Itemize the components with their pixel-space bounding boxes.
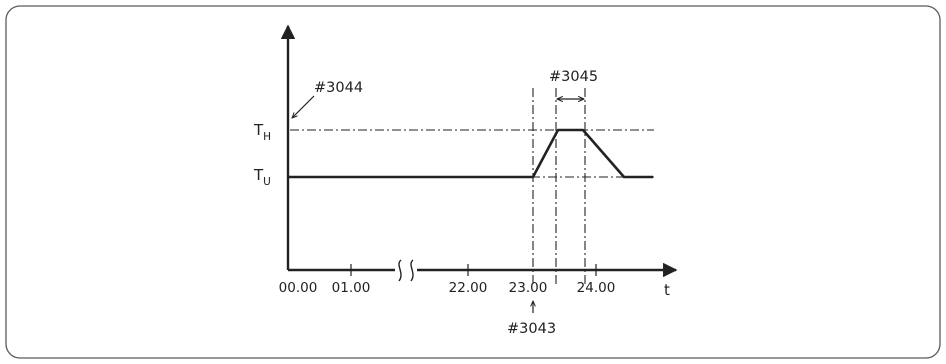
axis-break-mark-left xyxy=(398,259,402,282)
figure-frame xyxy=(5,5,941,359)
level-high-label: TH xyxy=(253,121,271,143)
x-tick-label-3: 23.00 xyxy=(509,280,548,296)
x-tick-label-0: 00.00 xyxy=(279,280,318,296)
level-high-symbol: T xyxy=(253,121,264,139)
ref-setting: #3044 xyxy=(314,80,363,96)
x-tick-label-1: 01.00 xyxy=(332,280,371,296)
setting-arrow xyxy=(292,95,315,118)
level-low-label: TU xyxy=(253,166,271,188)
ref-duration: #3045 xyxy=(549,69,598,85)
ref-start-time: #3043 xyxy=(507,321,556,337)
axis-break-mark-right xyxy=(410,259,414,282)
temperature-profile xyxy=(288,128,653,179)
x-tick-label-4: 24.00 xyxy=(577,280,616,296)
axis-break-gap xyxy=(395,262,417,278)
level-low-subscript: U xyxy=(263,176,271,188)
x-tick-label-2: 22.00 xyxy=(449,280,488,296)
level-low-symbol: T xyxy=(253,166,264,184)
level-high-subscript: H xyxy=(263,131,271,143)
x-axis-label: t xyxy=(664,281,670,299)
